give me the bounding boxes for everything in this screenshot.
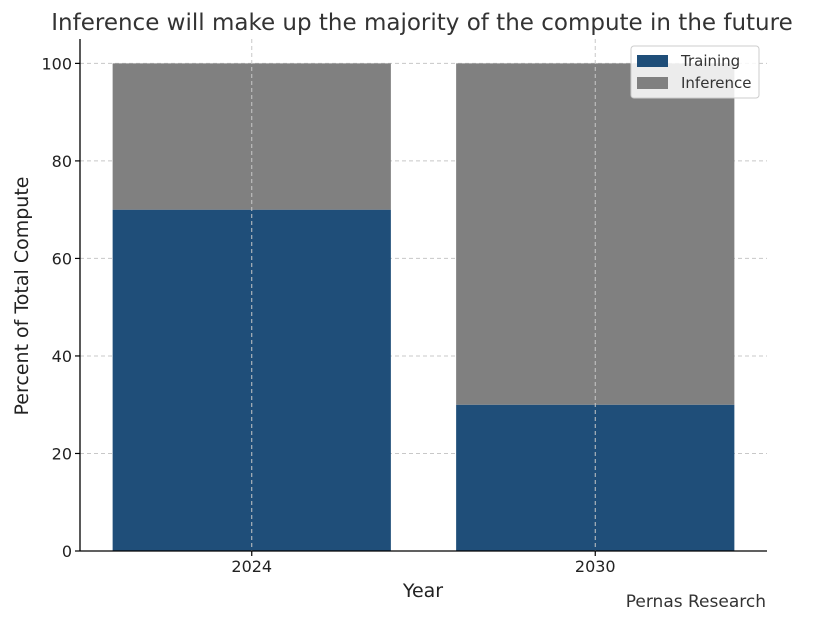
legend: Training Inference [630, 45, 760, 99]
y-tick-label: 40 [52, 347, 72, 366]
bar-inference-2030 [456, 63, 735, 405]
chart-title: Inference will make up the majority of t… [51, 10, 792, 36]
y-tick-label: 60 [52, 249, 72, 268]
x-tick-label: 2030 [575, 557, 616, 576]
legend-swatch-inference [637, 77, 668, 89]
bar-training-2024 [112, 209, 391, 551]
x-tick-label: 2024 [231, 557, 272, 576]
y-axis-label: Percent of Total Compute [11, 177, 33, 416]
bar-inference-2024 [112, 63, 391, 210]
x-axis-label: Year [402, 580, 443, 602]
legend-label-inference: Inference [681, 74, 752, 92]
y-tick-label: 80 [52, 152, 72, 171]
legend-swatch-training [637, 55, 668, 67]
y-tick-label: 20 [52, 444, 72, 463]
ticks-layer: 0 20 40 60 80 100 2024 2030 [41, 54, 615, 576]
y-tick-label: 100 [41, 54, 72, 73]
source-note: Pernas Research [626, 592, 766, 612]
legend-label-training: Training [680, 52, 740, 70]
axes-layer [79, 39, 767, 552]
bar-training-2030 [456, 404, 735, 551]
y-tick-label: 0 [62, 542, 72, 561]
bars-layer [112, 39, 735, 551]
